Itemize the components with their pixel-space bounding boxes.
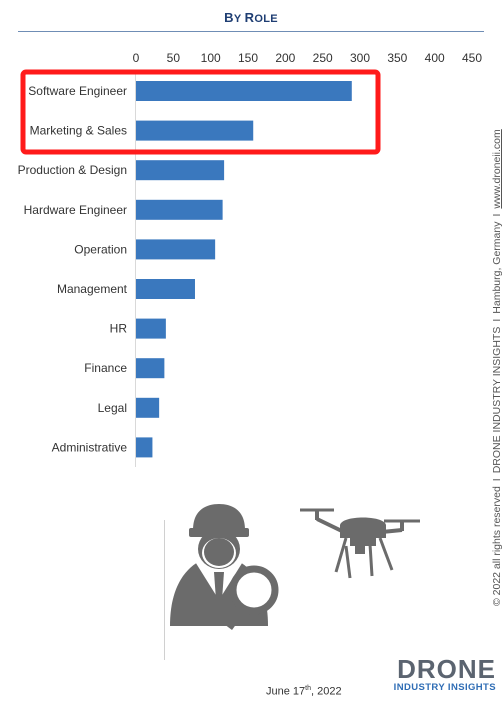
bar: [136, 120, 254, 141]
website-link: www.droneii.com: [491, 129, 502, 209]
bar: [136, 239, 216, 260]
x-tick-label: 100: [201, 51, 221, 65]
bar: [136, 318, 166, 339]
x-tick-label: 400: [425, 51, 445, 65]
bar: [136, 358, 165, 379]
person-search-icon: [170, 500, 279, 630]
category-label: Hardware Engineer: [24, 203, 127, 217]
category-label: HR: [110, 322, 128, 336]
category-label: Marketing & Sales: [30, 124, 127, 138]
bars: [136, 81, 352, 458]
bar: [136, 279, 195, 299]
x-tick-label: 350: [387, 51, 407, 65]
category-label: Legal: [98, 401, 127, 415]
category-label: Operation: [74, 242, 127, 256]
bar: [136, 160, 225, 181]
category-labels: Software Engineer Marketing & Sales Produc…: [18, 84, 128, 454]
x-tick-label: 300: [350, 51, 370, 65]
title-underline: [18, 31, 484, 32]
category-label: Administrative: [52, 440, 128, 454]
x-tick-label: 450: [462, 51, 482, 65]
bar: [136, 81, 352, 101]
category-label: Finance: [84, 361, 127, 375]
x-tick-label: 250: [313, 51, 333, 65]
report-date: June 17th, 2022: [266, 685, 342, 698]
category-label: Software Engineer: [28, 84, 127, 98]
x-tick-label: 0: [133, 51, 140, 65]
drone-icon: [300, 508, 420, 579]
x-tick-label: 200: [275, 51, 295, 65]
x-tick-label: 50: [167, 51, 181, 65]
x-tick-label: 150: [238, 51, 258, 65]
company-logo: DRONE INDUSTRY INSIGHTS: [393, 654, 496, 693]
highlight-box: [20, 69, 381, 155]
bar: [136, 199, 223, 220]
category-label: Management: [57, 282, 128, 296]
x-axis-ticks: 0 50 100 150 200 250 300 350 400 450: [133, 51, 483, 65]
chart-title: BY ROLE: [224, 10, 278, 25]
bar: [136, 397, 160, 418]
category-label: Production & Design: [18, 163, 127, 177]
vertical-divider: [164, 520, 165, 660]
bar: [136, 437, 153, 458]
sidebar-note: © 2022 all rights reservedIDRONE INDUSTR…: [491, 129, 502, 606]
